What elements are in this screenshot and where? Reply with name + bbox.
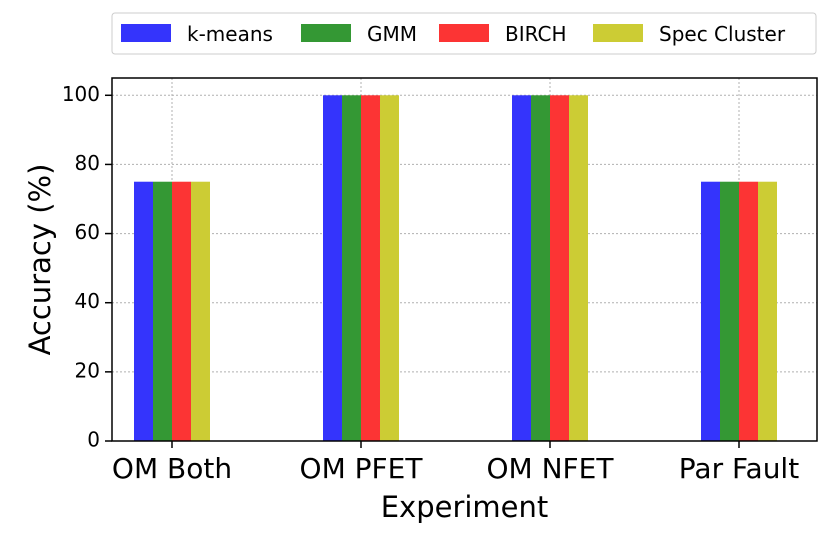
bars [134,95,777,442]
x-tick-label: OM NFET [487,452,615,485]
bar-k-means [701,181,720,441]
x-tick-label: OM PFET [300,452,424,485]
legend-label: BIRCH [505,22,567,46]
bar-spec-cluster [569,95,588,442]
legend-label: k-means [187,22,273,46]
bar-birch [739,181,758,441]
bar-k-means [134,181,153,441]
x-tick-label: Par Fault [679,452,799,485]
bar-birch [172,181,191,441]
legend-swatch [121,24,171,42]
legend-swatch [439,24,489,42]
legend-swatch [301,24,351,42]
legend-label: GMM [367,22,417,46]
bar-spec-cluster [380,95,399,442]
y-tick-label: 40 [75,289,100,313]
bar-gmm [153,181,172,441]
y-axis: 0 20 40 60 80 100 [62,82,112,452]
legend: k-means GMM BIRCH Spec Cluster [111,12,817,55]
x-tick-label: OM Both [112,452,232,485]
bar-k-means [512,95,531,442]
legend-label: Spec Cluster [659,22,786,46]
bar-birch [361,95,380,442]
bar-spec-cluster [758,181,777,441]
x-axis-label: Experiment [381,490,549,524]
y-tick-label: 0 [87,428,100,452]
y-tick-label: 80 [75,151,100,175]
bar-gmm [531,95,550,442]
plot-frame [111,77,818,442]
y-tick-label: 60 [75,220,100,244]
legend-swatch [593,24,643,42]
bar-k-means [323,95,342,442]
x-axis: OM Both OM PFET OM NFET Par Fault [112,441,799,485]
y-tick-label: 20 [75,358,100,382]
bar-birch [550,95,569,442]
bar-spec-cluster [191,181,210,441]
y-axis-label: Accuracy (%) [23,164,57,356]
bar-gmm [720,181,739,441]
y-tick-label: 100 [62,82,100,106]
bar-gmm [342,95,361,442]
